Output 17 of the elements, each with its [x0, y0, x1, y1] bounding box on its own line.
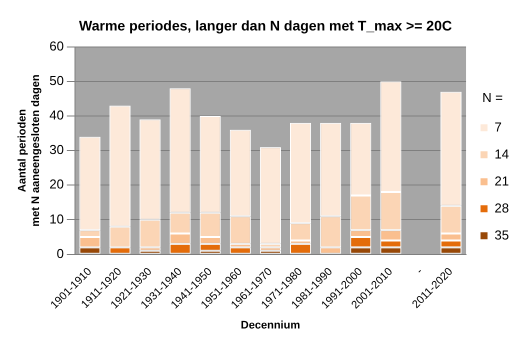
y-tick-label: 40	[49, 108, 64, 123]
legend-label: 14	[494, 146, 510, 162]
y-tick-label: 30	[49, 142, 64, 158]
x-axis-title: Decennium	[240, 319, 300, 332]
chart-title: Warme periodes, langer dan N dagen met T_max >= 20C	[79, 17, 452, 34]
y-tick-label: 20	[49, 176, 64, 192]
y-tick-label: 50	[49, 72, 64, 88]
x-tick-label: -	[414, 265, 426, 277]
legend-label: 7	[494, 119, 502, 134]
y-tick-label: 60	[49, 38, 64, 54]
legend-label: 35	[494, 227, 510, 242]
y-tick-label: 10	[49, 211, 64, 226]
y-tick-label: 0	[56, 246, 64, 261]
legend-label: 21	[494, 173, 510, 188]
legend-label: 28	[494, 200, 510, 216]
legend-title: N =	[482, 90, 503, 105]
y-axis-title: Aantal perioden met N aaneengesloten dagen	[16, 74, 42, 227]
